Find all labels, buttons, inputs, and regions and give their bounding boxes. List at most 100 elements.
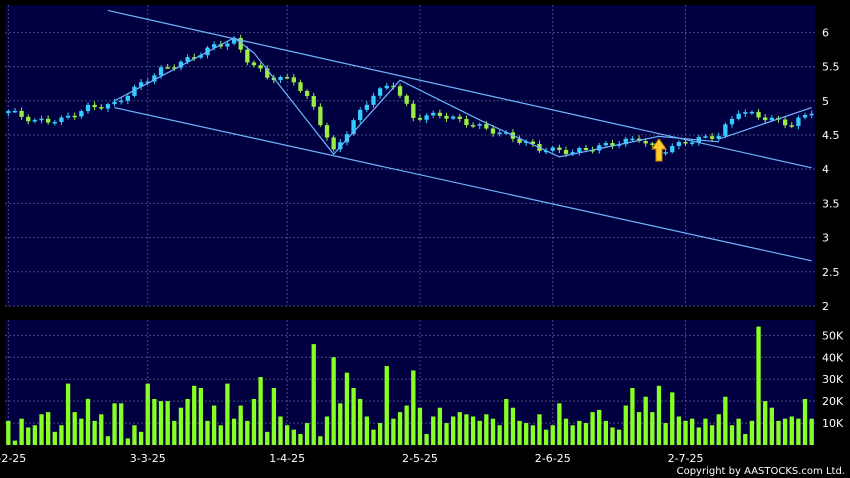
candle-body [782, 119, 788, 126]
volume-bar [477, 420, 482, 445]
volume-bar [265, 431, 270, 445]
candle-body [59, 117, 64, 122]
candle-body [524, 141, 529, 144]
candle-body [444, 115, 449, 119]
volume-bar [643, 396, 648, 445]
candle-body [464, 118, 469, 126]
volume-bar [437, 407, 443, 445]
volume-bar [178, 407, 184, 445]
price-tick-label: 2 [822, 300, 829, 313]
candle-body [338, 142, 343, 150]
volume-bar [391, 418, 396, 445]
volume-bar [344, 372, 350, 445]
price-tick-label: 6 [822, 26, 829, 39]
candle-body [85, 104, 91, 112]
candle-body [809, 113, 814, 116]
candle-body [138, 82, 144, 87]
price-panel [5, 5, 815, 306]
candle-body [683, 141, 688, 144]
candle-body [225, 43, 230, 47]
candle-body [703, 136, 708, 138]
volume-bar [743, 434, 748, 445]
candle-body [643, 141, 648, 144]
candle-body [105, 104, 111, 109]
candle-body [630, 138, 635, 141]
volume-bar [723, 396, 728, 445]
trend-line [114, 107, 812, 262]
volume-bar [119, 403, 124, 445]
candle-body [769, 117, 775, 121]
volume-bar [411, 370, 416, 445]
candle-body [391, 85, 396, 88]
volume-bar [789, 416, 794, 445]
volume-bar [524, 423, 529, 445]
candle-body [79, 111, 84, 117]
volume-bar [278, 416, 283, 445]
candle-body [238, 37, 243, 50]
volume-bar [132, 425, 137, 445]
volume-bar [577, 420, 582, 445]
volume-bar [158, 401, 164, 445]
candle-body [172, 67, 177, 69]
candle-body [397, 86, 403, 96]
candle-body [763, 117, 768, 121]
candle-body [258, 65, 263, 69]
volume-bar [32, 425, 38, 445]
price-tick-label: 3.5 [822, 197, 840, 210]
volume-bar [583, 423, 589, 445]
up-arrow-icon [651, 138, 667, 162]
copyright-text: Copyright by AASTOCKS.com Ltd. [677, 466, 845, 477]
volume-bar [470, 416, 476, 445]
volume-bar [331, 357, 336, 445]
candle-body [72, 115, 77, 118]
date-tick-label: 3-2-25 [0, 452, 26, 465]
candle-body [344, 134, 350, 143]
candle-body [185, 57, 190, 62]
candle-body [670, 146, 675, 153]
candle-body [802, 115, 808, 118]
candle-body [729, 118, 735, 125]
candle-body [743, 112, 748, 114]
trend-line [718, 107, 812, 140]
candle-body [723, 124, 728, 136]
candle-body [285, 77, 290, 79]
volume-bar [763, 401, 768, 445]
candle-body [597, 145, 602, 151]
volume-bar [225, 383, 230, 445]
volume-bar [298, 434, 303, 445]
candle-body [178, 61, 184, 68]
candle-body [45, 118, 51, 123]
candle-body [291, 77, 296, 83]
volume-bar [530, 425, 535, 445]
volume-bar [318, 436, 323, 445]
candle-body [39, 118, 44, 121]
volume-bar [404, 405, 409, 445]
volume-tick-label: 50K [822, 329, 844, 342]
candle-body [112, 101, 117, 105]
volume-bar [351, 387, 356, 445]
price-tick-label: 2.5 [822, 266, 840, 279]
volume-bar [616, 429, 622, 445]
candle-body [311, 96, 316, 107]
trend-overlays [107, 9, 812, 262]
candle-body [145, 81, 150, 84]
volume-bar [802, 398, 808, 445]
candle-body [231, 37, 237, 44]
volume-bar [749, 420, 755, 445]
volume-bar [809, 418, 814, 445]
volume-bar [397, 412, 403, 445]
candle-body [517, 138, 522, 143]
candle-body [12, 110, 18, 113]
candle-body [125, 95, 130, 101]
volume-bar [444, 423, 449, 445]
price-tick-label: 4 [822, 163, 829, 176]
volume-bar [291, 429, 296, 445]
candle-body [358, 109, 363, 121]
volume-bar [464, 414, 469, 445]
date-axis-labels: 3-2-25 3-3-25 1-4-25 2-5-25 2-6-25 2-7-25 [0, 452, 704, 465]
volume-bar [709, 425, 715, 445]
volume-bar [497, 425, 502, 445]
volume-bar [358, 398, 363, 445]
volume-bar [198, 387, 204, 445]
